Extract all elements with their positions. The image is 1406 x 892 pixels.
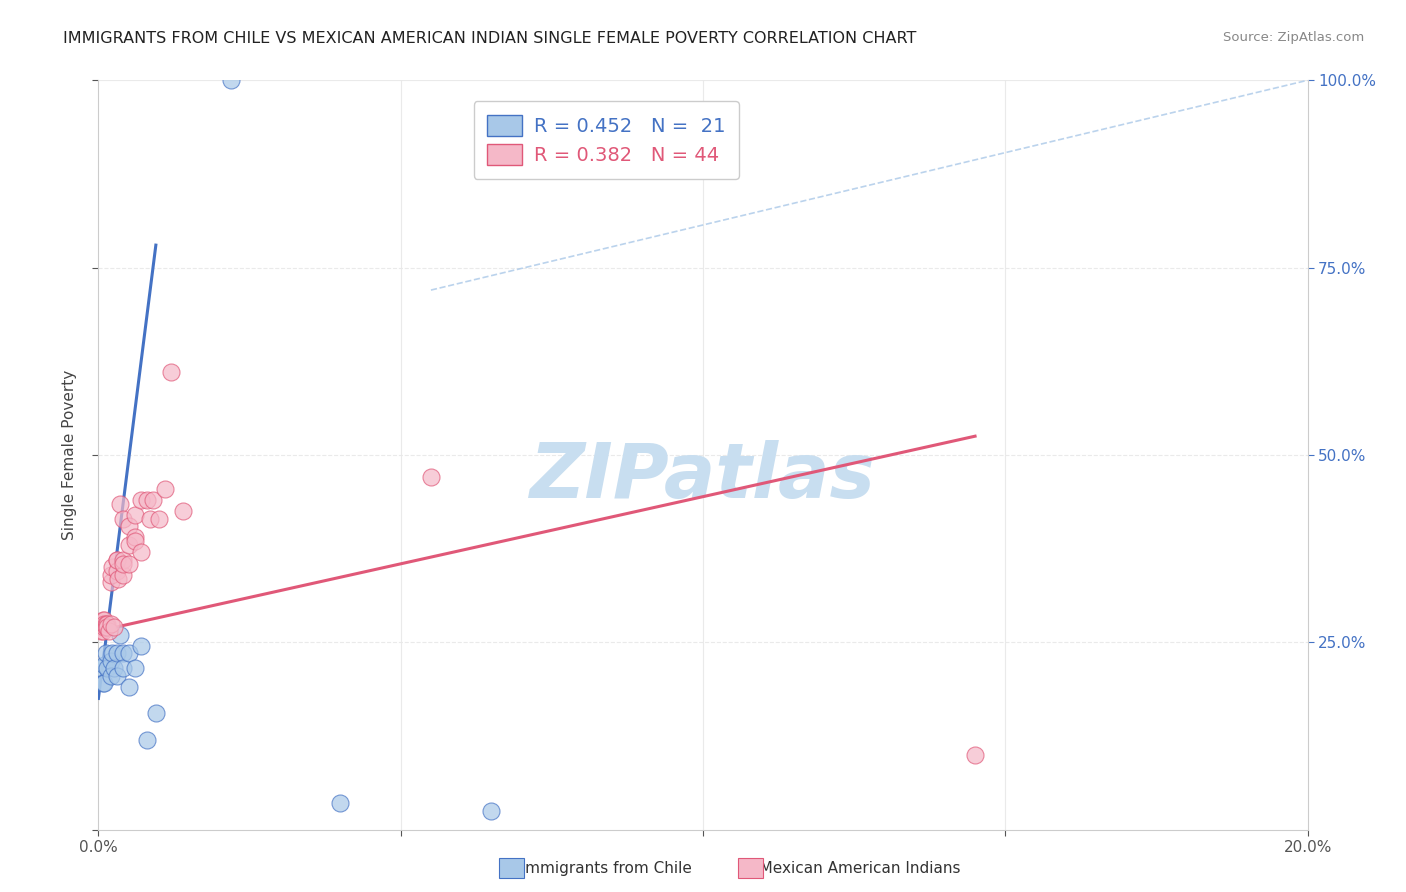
Point bbox=[153, 482, 176, 496]
Point bbox=[105, 553, 128, 567]
Point bbox=[142, 492, 165, 507]
Point bbox=[148, 511, 170, 525]
Point bbox=[221, 73, 243, 87]
Point bbox=[118, 557, 141, 571]
Point bbox=[111, 647, 134, 661]
Point bbox=[90, 661, 112, 675]
Point bbox=[118, 519, 141, 533]
Point bbox=[90, 616, 112, 631]
Text: ZIPatlas: ZIPatlas bbox=[530, 441, 876, 515]
Point bbox=[129, 492, 152, 507]
Y-axis label: Single Female Poverty: Single Female Poverty bbox=[62, 370, 77, 540]
Point bbox=[93, 613, 115, 627]
Point bbox=[129, 545, 152, 559]
Text: Mexican American Indians: Mexican American Indians bbox=[745, 861, 960, 876]
Point bbox=[111, 557, 134, 571]
Point bbox=[100, 616, 122, 631]
Point bbox=[100, 654, 122, 668]
Point bbox=[91, 613, 114, 627]
Point bbox=[118, 680, 141, 694]
Text: IMMIGRANTS FROM CHILE VS MEXICAN AMERICAN INDIAN SINGLE FEMALE POVERTY CORRELATI: IMMIGRANTS FROM CHILE VS MEXICAN AMERICA… bbox=[63, 31, 917, 46]
Point bbox=[139, 511, 162, 525]
Point bbox=[105, 669, 128, 683]
Point bbox=[118, 538, 141, 552]
Point bbox=[91, 676, 114, 690]
Point bbox=[100, 567, 122, 582]
Point bbox=[93, 616, 115, 631]
Point bbox=[89, 620, 111, 634]
Point bbox=[111, 661, 134, 675]
Point bbox=[103, 620, 125, 634]
Point bbox=[105, 564, 128, 578]
Text: Immigrants from Chile: Immigrants from Chile bbox=[506, 861, 692, 876]
Point bbox=[118, 647, 141, 661]
Legend: R = 0.452   N =  21, R = 0.382   N = 44: R = 0.452 N = 21, R = 0.382 N = 44 bbox=[474, 101, 740, 178]
Point bbox=[93, 620, 115, 634]
Point bbox=[160, 366, 183, 380]
Point bbox=[111, 553, 134, 567]
Point bbox=[100, 560, 122, 574]
Point bbox=[100, 647, 122, 661]
Point bbox=[100, 575, 122, 590]
Point bbox=[91, 624, 114, 638]
Point bbox=[135, 732, 157, 747]
Point bbox=[135, 492, 157, 507]
Point bbox=[420, 470, 443, 484]
Point bbox=[96, 661, 118, 675]
Point bbox=[96, 616, 118, 631]
Point bbox=[94, 620, 117, 634]
Point bbox=[124, 534, 146, 549]
Point bbox=[105, 553, 128, 567]
Point bbox=[124, 661, 146, 675]
Point bbox=[481, 804, 503, 818]
Point bbox=[98, 624, 121, 638]
Point bbox=[93, 676, 115, 690]
Point bbox=[108, 628, 131, 642]
Point bbox=[103, 661, 125, 675]
Point bbox=[107, 572, 129, 586]
Point bbox=[124, 508, 146, 522]
Point bbox=[90, 624, 112, 638]
Point bbox=[94, 647, 117, 661]
Point bbox=[96, 620, 118, 634]
Point bbox=[124, 530, 146, 544]
Point bbox=[329, 797, 352, 811]
Point bbox=[145, 706, 167, 721]
Point bbox=[172, 504, 194, 518]
Point bbox=[108, 497, 131, 511]
Point bbox=[100, 669, 122, 683]
Point bbox=[105, 647, 128, 661]
Point bbox=[94, 616, 117, 631]
Text: Source: ZipAtlas.com: Source: ZipAtlas.com bbox=[1223, 31, 1364, 45]
Point bbox=[111, 511, 134, 525]
Point bbox=[111, 567, 134, 582]
Point bbox=[129, 639, 152, 653]
Point bbox=[965, 747, 987, 762]
Point bbox=[93, 657, 115, 672]
